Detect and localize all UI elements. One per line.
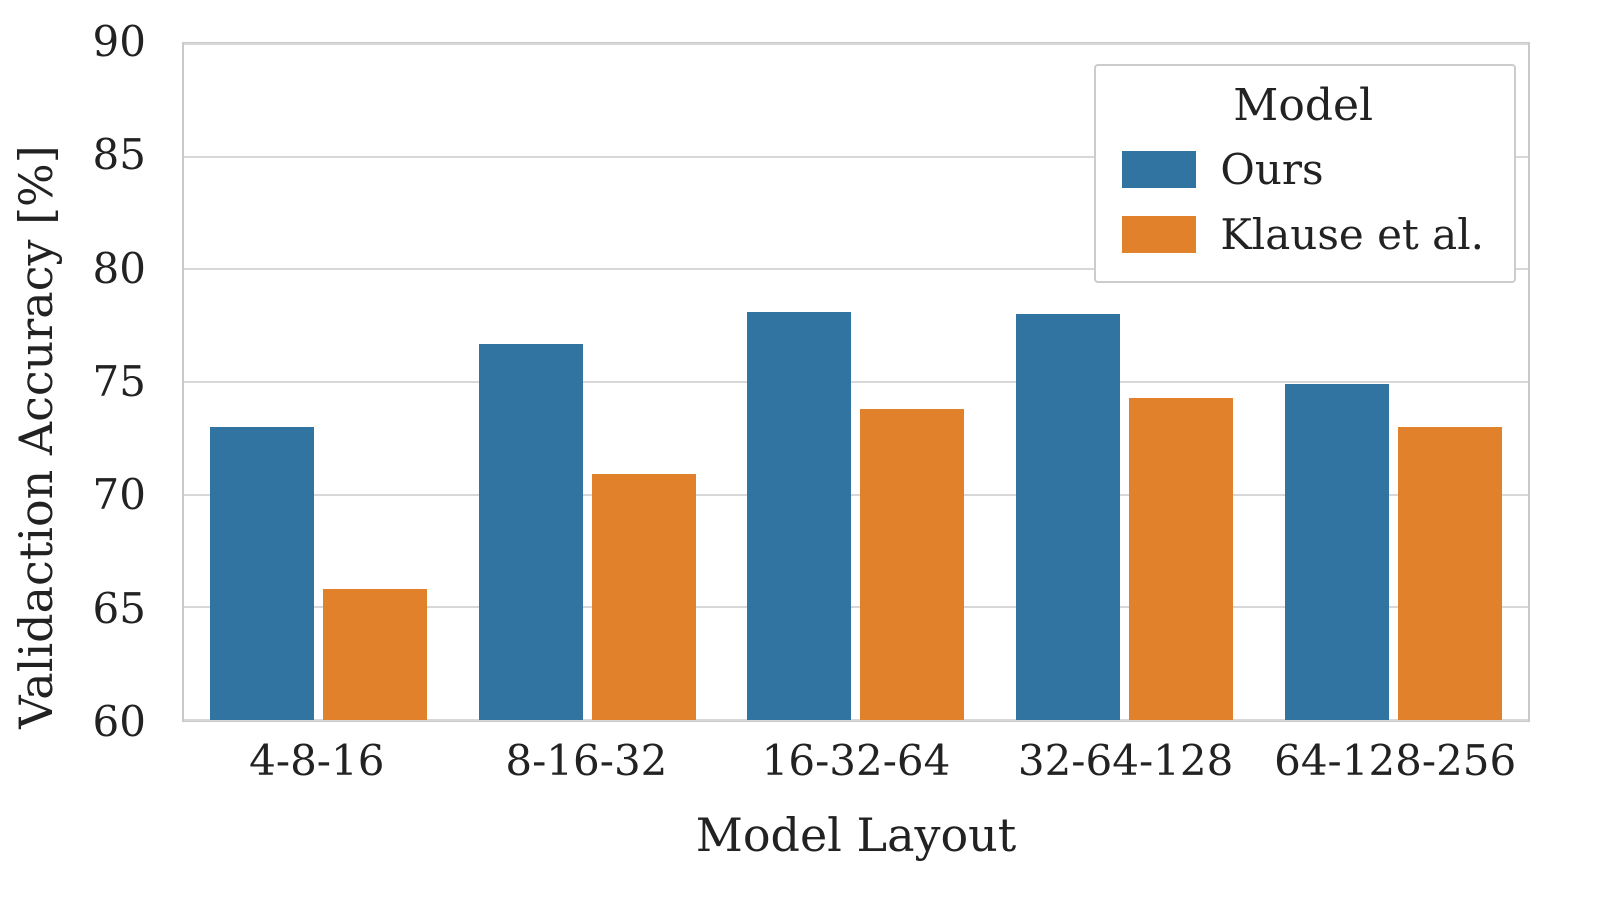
x-axis-label: Model Layout bbox=[695, 808, 1017, 862]
x-tick-label-32-64-128: 32-64-128 bbox=[1017, 736, 1234, 785]
y-tick-label: 90 bbox=[92, 17, 146, 66]
x-tick-label-8-16-32: 8-16-32 bbox=[505, 736, 668, 785]
legend: Model Ours Klause et al. bbox=[1094, 64, 1516, 283]
legend-label-klause: Klause et al. bbox=[1220, 210, 1484, 259]
bar-klause-et-al-16-32-64 bbox=[860, 409, 965, 720]
legend-title: Model bbox=[1233, 80, 1374, 131]
bar-ours-16-32-64 bbox=[747, 312, 852, 720]
y-tick-label: 70 bbox=[92, 470, 146, 520]
x-axis-ticks: 4-8-16 8-16-32 16-32-64 32-64-128 64-128-256 bbox=[182, 736, 1530, 785]
bar-group-64-128-256 bbox=[1259, 44, 1528, 720]
bar-group-16-32-64 bbox=[722, 44, 991, 720]
bar-ours-32-64-128 bbox=[1016, 314, 1121, 720]
bar-group-4-8-16 bbox=[184, 44, 453, 720]
bar-ours-8-16-32 bbox=[478, 343, 583, 720]
gridline bbox=[184, 606, 1528, 609]
gridline bbox=[184, 268, 1528, 271]
bar-klause-et-al-32-64-128 bbox=[1129, 397, 1234, 720]
y-tick-label: 85 bbox=[92, 130, 146, 180]
legend-swatch-ours bbox=[1122, 151, 1197, 188]
y-tick-label: 60 bbox=[92, 697, 146, 746]
bar-ours-4-8-16 bbox=[209, 427, 314, 720]
bar-ours-64-128-256 bbox=[1285, 384, 1390, 720]
legend-entry-klause: Klause et al. bbox=[1122, 210, 1484, 259]
bar-group-8-16-32 bbox=[453, 44, 722, 720]
y-tick-label: 65 bbox=[92, 583, 146, 633]
bar-klause-et-al-64-128-256 bbox=[1398, 427, 1503, 720]
x-tick-label-64-128-256: 64-128-256 bbox=[1274, 736, 1517, 785]
bar-klause-et-al-4-8-16 bbox=[322, 589, 427, 720]
x-tick-label-16-32-64: 16-32-64 bbox=[761, 736, 951, 785]
y-axis-ticks: 60 65 70 75 80 85 90 bbox=[0, 21, 168, 743]
y-tick-label: 80 bbox=[92, 243, 146, 293]
legend-swatch-klause bbox=[1122, 216, 1197, 253]
bar-group-32-64-128 bbox=[990, 44, 1259, 720]
plot-area: Model Ours Klause et al. bbox=[182, 42, 1530, 722]
gridline bbox=[184, 381, 1528, 383]
bar-groups bbox=[184, 44, 1528, 720]
gridline bbox=[184, 719, 1528, 721]
gridline bbox=[184, 155, 1528, 158]
gridline bbox=[184, 493, 1528, 496]
gridline bbox=[184, 43, 1528, 45]
x-tick-label-4-8-16: 4-8-16 bbox=[249, 736, 385, 785]
bar-klause-et-al-8-16-32 bbox=[591, 474, 696, 720]
y-tick-label: 75 bbox=[92, 357, 146, 406]
legend-entry-ours: Ours bbox=[1122, 145, 1484, 194]
legend-label-ours: Ours bbox=[1220, 145, 1324, 194]
